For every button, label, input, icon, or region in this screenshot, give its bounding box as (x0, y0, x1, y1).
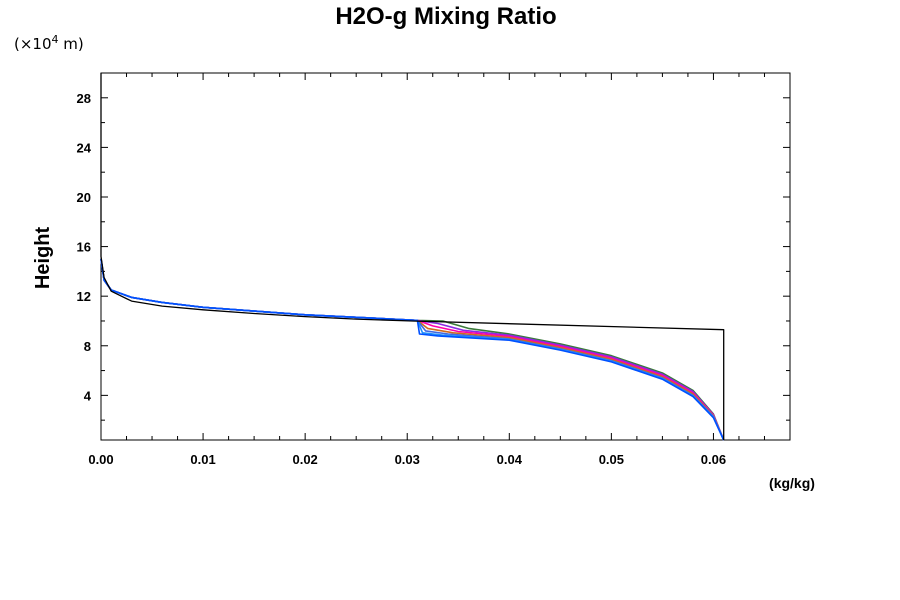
series-line (100, 258, 725, 441)
chart-title: H2O-g Mixing Ratio (335, 3, 556, 30)
series-line (100, 258, 725, 441)
y-tick-label: 28 (77, 91, 91, 106)
x-axis-unit: (kg/kg) (769, 475, 815, 491)
series-line (100, 258, 725, 441)
x-tick-label: 0.01 (190, 452, 215, 467)
series-line (100, 73, 725, 440)
x-tick-label: 0.03 (395, 452, 420, 467)
x-tick-label: 0.02 (292, 452, 317, 467)
y-scale-note-suffix: m) (59, 35, 84, 53)
plot-area: 0.00 0.01 0.02 0.03 0.04 0.05 0.06 4 8 12 16 20 24 28 (77, 72, 791, 467)
y-scale-note: (×104 m) (14, 33, 84, 53)
y-tick-label: 20 (77, 190, 91, 205)
x-tick-label: 0.00 (88, 452, 113, 467)
y-tick-label: 4 (84, 388, 92, 403)
y-tick-label: 24 (77, 140, 92, 155)
y-scale-note-prefix: (×10 (14, 35, 52, 53)
x-tick-label: 0.05 (599, 452, 624, 467)
y-axis-label: Height (32, 227, 54, 290)
series-line (100, 258, 725, 441)
x-tick-label: 0.04 (497, 452, 523, 467)
series-line (100, 258, 725, 441)
plot-frame (100, 72, 791, 441)
y-tick-label: 16 (77, 240, 91, 255)
y-tick-label: 8 (84, 339, 91, 354)
series-line (100, 258, 725, 441)
y-tick-label: 12 (77, 289, 91, 304)
y-scale-note-exponent: 4 (52, 33, 59, 46)
series-line (100, 258, 725, 441)
x-tick-label: 0.06 (701, 452, 726, 467)
